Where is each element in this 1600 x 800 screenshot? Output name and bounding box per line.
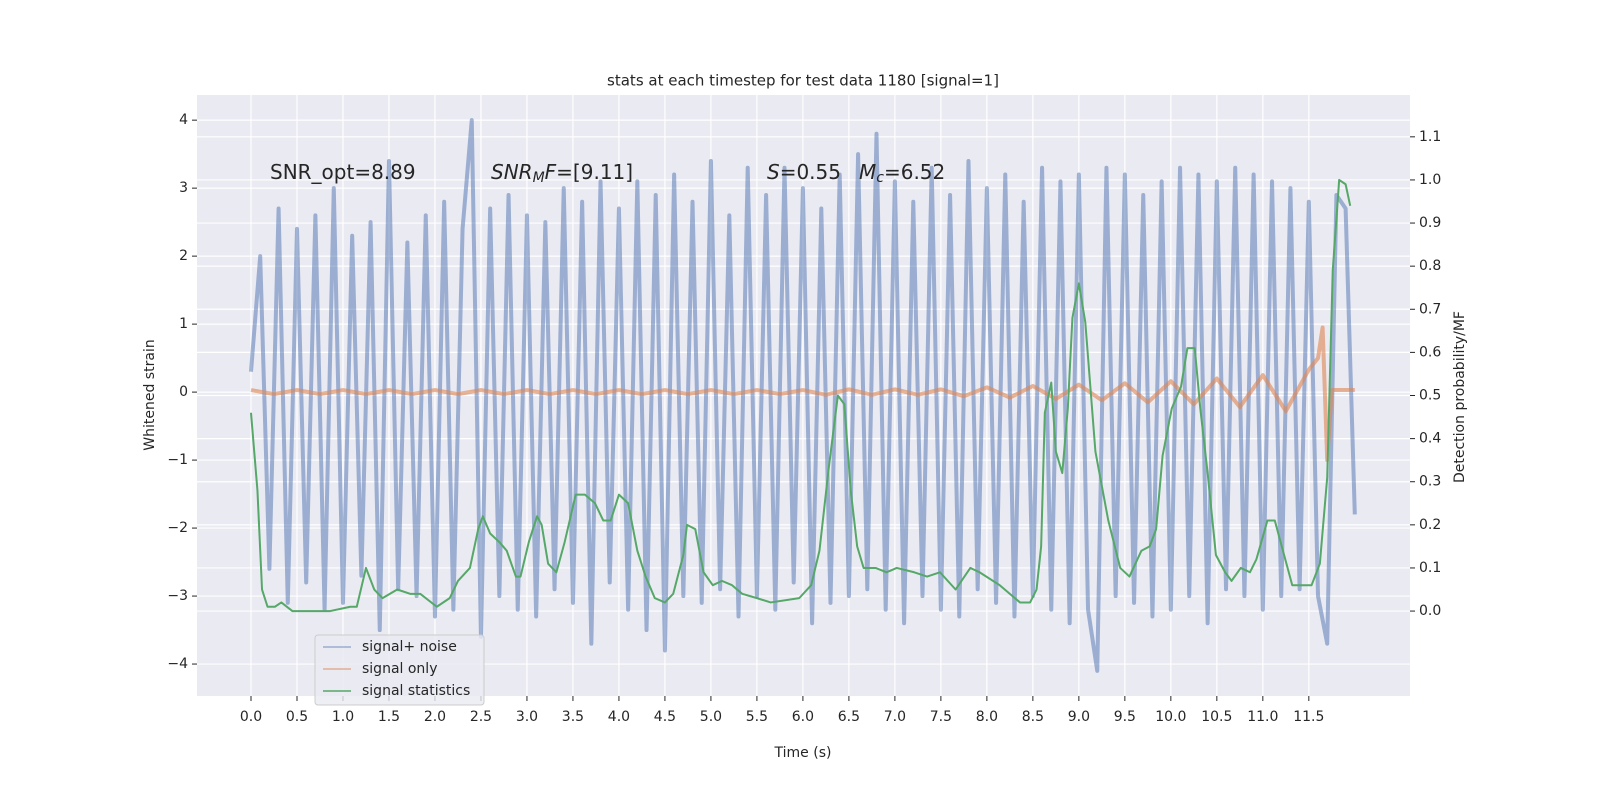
- annotation-part: S: [767, 160, 780, 184]
- annotation: SNR_opt=8.89: [270, 160, 416, 184]
- y2-tick-label: 0.2: [1419, 517, 1441, 533]
- x-tick-label: 7.0: [884, 709, 906, 725]
- legend-label: signal+ noise: [362, 639, 457, 655]
- y-tick-label: 3: [179, 180, 188, 196]
- annotation-part: M: [859, 160, 876, 184]
- y2-tick-label: 0.3: [1419, 474, 1441, 490]
- x-tick-label: 11.0: [1247, 709, 1278, 725]
- y2-tick-label: 1.1: [1419, 129, 1441, 145]
- x-tick-label: 3.5: [562, 709, 584, 725]
- y-axis-label: Whitened strain: [142, 339, 158, 450]
- annotation: S=0.55: [767, 160, 841, 184]
- y2-tick-label: 0.7: [1419, 301, 1441, 317]
- x-tick-label: 10.0: [1155, 709, 1186, 725]
- y2-tick-label: 0.8: [1419, 258, 1441, 274]
- y2-axis-label: Detection probability/MF: [1452, 311, 1468, 483]
- x-tick-label: 0.5: [286, 709, 308, 725]
- y-tick-label: −4: [167, 656, 188, 672]
- series-line: [249, 178, 1352, 613]
- y2-tick-label: 0.5: [1419, 388, 1441, 404]
- x-tick-label: 3.0: [516, 709, 538, 725]
- x-tick-label: 4.5: [654, 709, 676, 725]
- annotation-part: SNR_opt=8.89: [270, 160, 416, 184]
- annotation: SNRMF=[9.11]: [491, 160, 633, 187]
- series-line: [250, 325, 1355, 463]
- annotation-part: =[9.11]: [556, 160, 633, 184]
- x-tick-label: 0.0: [240, 709, 262, 725]
- x-tick-label: 1.5: [378, 709, 400, 725]
- y-tick-label: 0: [179, 384, 188, 400]
- x-tick-label: 7.5: [930, 709, 952, 725]
- chart-title: stats at each timestep for test data 118…: [607, 72, 999, 90]
- y2-tick-label: 0.4: [1419, 431, 1441, 447]
- x-tick-label: 11.5: [1293, 709, 1324, 725]
- annotation-part: SNR: [491, 160, 533, 184]
- x-tick-label: 8.5: [1022, 709, 1044, 725]
- annotation-part: =0.55: [780, 160, 841, 184]
- annotation-part: =6.52: [884, 160, 945, 184]
- y-tick-label: 1: [179, 316, 188, 332]
- x-tick-label: 2.5: [470, 709, 492, 725]
- y2-tick-label: 0.6: [1419, 344, 1441, 360]
- x-tick-label: 6.5: [838, 709, 860, 725]
- annotation: Mc=6.52: [859, 160, 945, 187]
- series-line: [249, 118, 1357, 673]
- legend-label: signal only: [362, 661, 437, 677]
- x-tick-label: 9.5: [1114, 709, 1136, 725]
- annotation-part: F: [545, 160, 557, 184]
- legend: signal+ noise signal only signal statistic…: [314, 634, 485, 706]
- x-tick-label: 4.0: [608, 709, 630, 725]
- legend-box: [314, 634, 485, 706]
- x-tick-label: 10.5: [1201, 709, 1232, 725]
- y-tick-label: −3: [167, 588, 188, 604]
- x-tick-label: 2.0: [424, 709, 446, 725]
- x-tick-label: 8.0: [976, 709, 998, 725]
- y-tick-label: 4: [179, 112, 188, 128]
- y2-tick-label: 0.0: [1419, 603, 1441, 619]
- annotation-part: c: [876, 170, 884, 186]
- y2-tick-label: 0.1: [1419, 560, 1441, 576]
- y2-tick-label: 0.9: [1419, 215, 1441, 231]
- y-tick-label: 2: [179, 248, 188, 264]
- y-tick-label: −1: [167, 452, 188, 468]
- annotation-part: M: [533, 170, 545, 186]
- y2-tick-label: 1.0: [1419, 172, 1441, 188]
- x-tick-label: 6.0: [792, 709, 814, 725]
- x-tick-label: 9.0: [1068, 709, 1090, 725]
- legend-label: signal statistics: [362, 683, 470, 699]
- x-tick-label: 1.0: [332, 709, 354, 725]
- x-tick-label: 5.0: [700, 709, 722, 725]
- x-tick-label: 5.5: [746, 709, 768, 725]
- x-axis-label: Time (s): [774, 745, 832, 761]
- y-tick-label: −2: [167, 520, 188, 536]
